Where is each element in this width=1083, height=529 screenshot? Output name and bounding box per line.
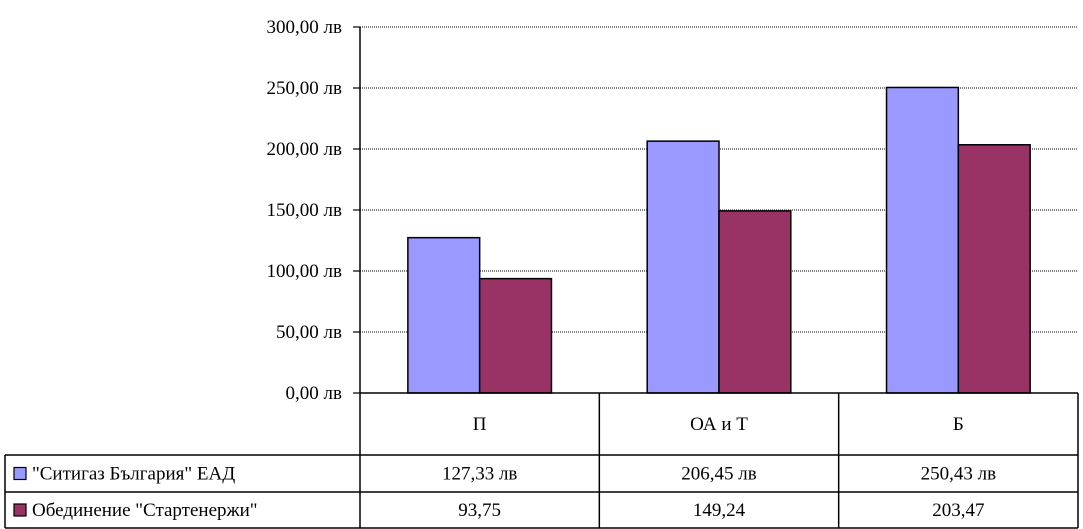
bar <box>478 277 553 394</box>
bar <box>718 210 792 394</box>
category-label: Б <box>953 414 964 435</box>
y-tick-label: 0,00 лв <box>286 383 342 404</box>
data-label: 250,43 лв <box>921 464 996 485</box>
y-tick-label: 50,00 лв <box>276 322 342 343</box>
category-label: П <box>473 414 487 435</box>
legend-key <box>13 503 27 517</box>
bar <box>407 236 481 394</box>
bar <box>646 140 720 394</box>
bar <box>957 144 1031 394</box>
y-axis: 0,00 лв 50,00 лв 100,00 лв 150,00 лв 200,00 … <box>267 17 361 404</box>
y-tick-label: 200,00 лв <box>267 139 342 160</box>
data-table: П ОА и Т Б "Ситигаз България" ЕАД 127,33 лв 2… <box>4 392 1079 529</box>
legend-key <box>13 466 27 481</box>
bar <box>885 86 960 394</box>
y-tick-label: 300,00 лв <box>267 17 342 38</box>
y-tick-label: 250,00 лв <box>267 78 342 99</box>
data-label: 203,47 <box>932 500 984 521</box>
data-label: 93,75 <box>458 500 501 521</box>
data-label: 149,24 <box>693 500 746 521</box>
data-label: 206,45 лв <box>681 464 756 485</box>
data-label: 127,33 лв <box>442 464 517 485</box>
series-name: Обединение "Стартенержи" <box>32 500 258 521</box>
bars <box>407 86 1031 394</box>
series-name: "Ситигаз България" ЕАД <box>32 464 235 485</box>
y-tick-label: 100,00 лв <box>267 261 342 282</box>
category-label: ОА и Т <box>690 414 748 435</box>
y-tick-label: 150,00 лв <box>267 200 342 221</box>
